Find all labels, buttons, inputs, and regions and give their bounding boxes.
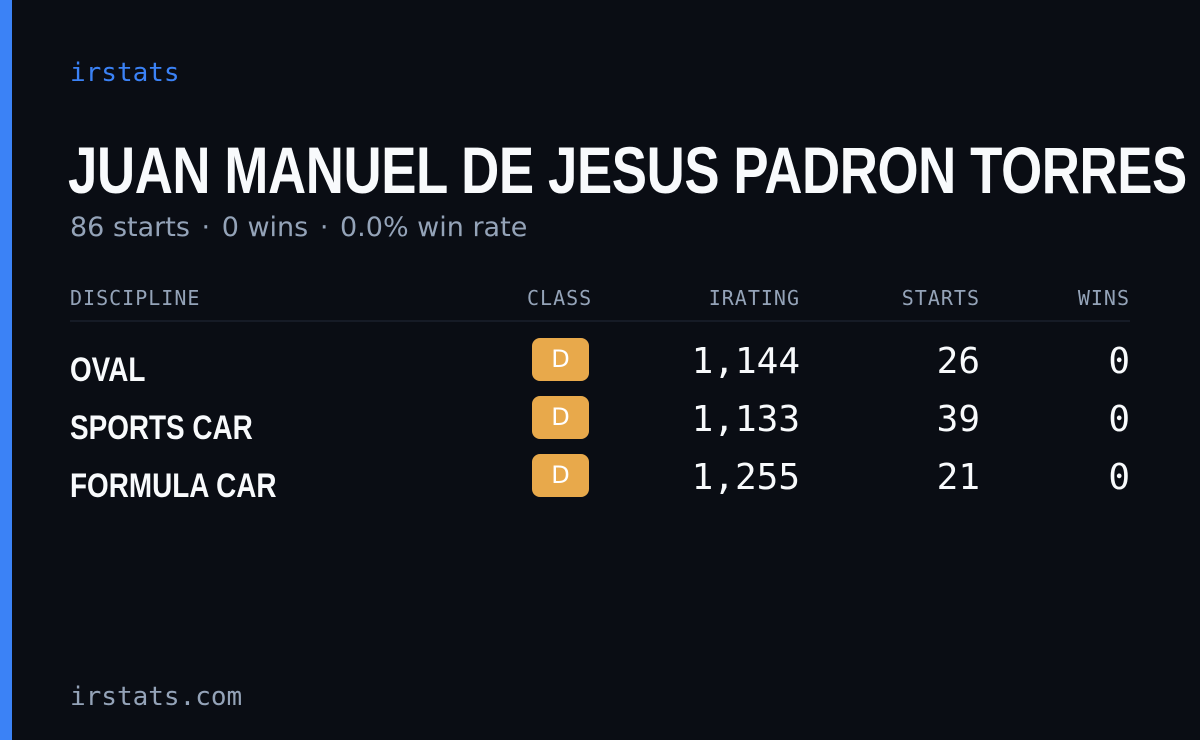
accent-bar [0, 0, 12, 740]
brand-logo: irstats [70, 58, 180, 88]
summary-starts: 86 starts [70, 212, 190, 243]
starts-value: 39 [936, 399, 980, 440]
summary-separator: · [201, 212, 211, 243]
column-header-class: CLASS [527, 286, 593, 310]
stats-table-header: DISCIPLINE CLASS IRATING STARTS WINS [70, 282, 1130, 322]
discipline-name: FORMULA CAR [70, 467, 277, 505]
summary-win-rate: 0.0% win rate [340, 212, 528, 243]
license-class-badge: D [532, 396, 589, 439]
column-header-irating: IRATING [708, 286, 800, 310]
column-header-wins: WINS [1077, 286, 1130, 310]
table-row: FORMULA CAR D 1,255 21 0 [70, 454, 1130, 512]
wins-value: 0 [1108, 341, 1130, 382]
irating-value: 1,133 [691, 399, 800, 440]
license-class-badge: D [532, 338, 589, 381]
discipline-name: SPORTS CAR [70, 409, 253, 447]
starts-value: 26 [936, 341, 980, 382]
table-row: OVAL D 1,144 26 0 [70, 338, 1130, 396]
irating-value: 1,255 [691, 457, 800, 498]
irating-value: 1,144 [691, 341, 800, 382]
starts-value: 21 [936, 457, 980, 498]
column-header-starts: STARTS [901, 286, 980, 310]
driver-name: JUAN MANUEL DE JESUS PADRON TORRES [68, 133, 1187, 207]
column-header-discipline: DISCIPLINE [70, 286, 201, 310]
discipline-name: OVAL [70, 351, 146, 389]
wins-value: 0 [1108, 399, 1130, 440]
license-class-badge: D [532, 454, 589, 497]
driver-summary: 86 starts · 0 wins · 0.0% win rate [70, 210, 527, 246]
wins-value: 0 [1108, 457, 1130, 498]
footer-domain: irstats.com [70, 682, 243, 712]
table-row: SPORTS CAR D 1,133 39 0 [70, 396, 1130, 454]
summary-wins: 0 wins [221, 212, 309, 243]
summary-separator: · [319, 212, 329, 243]
